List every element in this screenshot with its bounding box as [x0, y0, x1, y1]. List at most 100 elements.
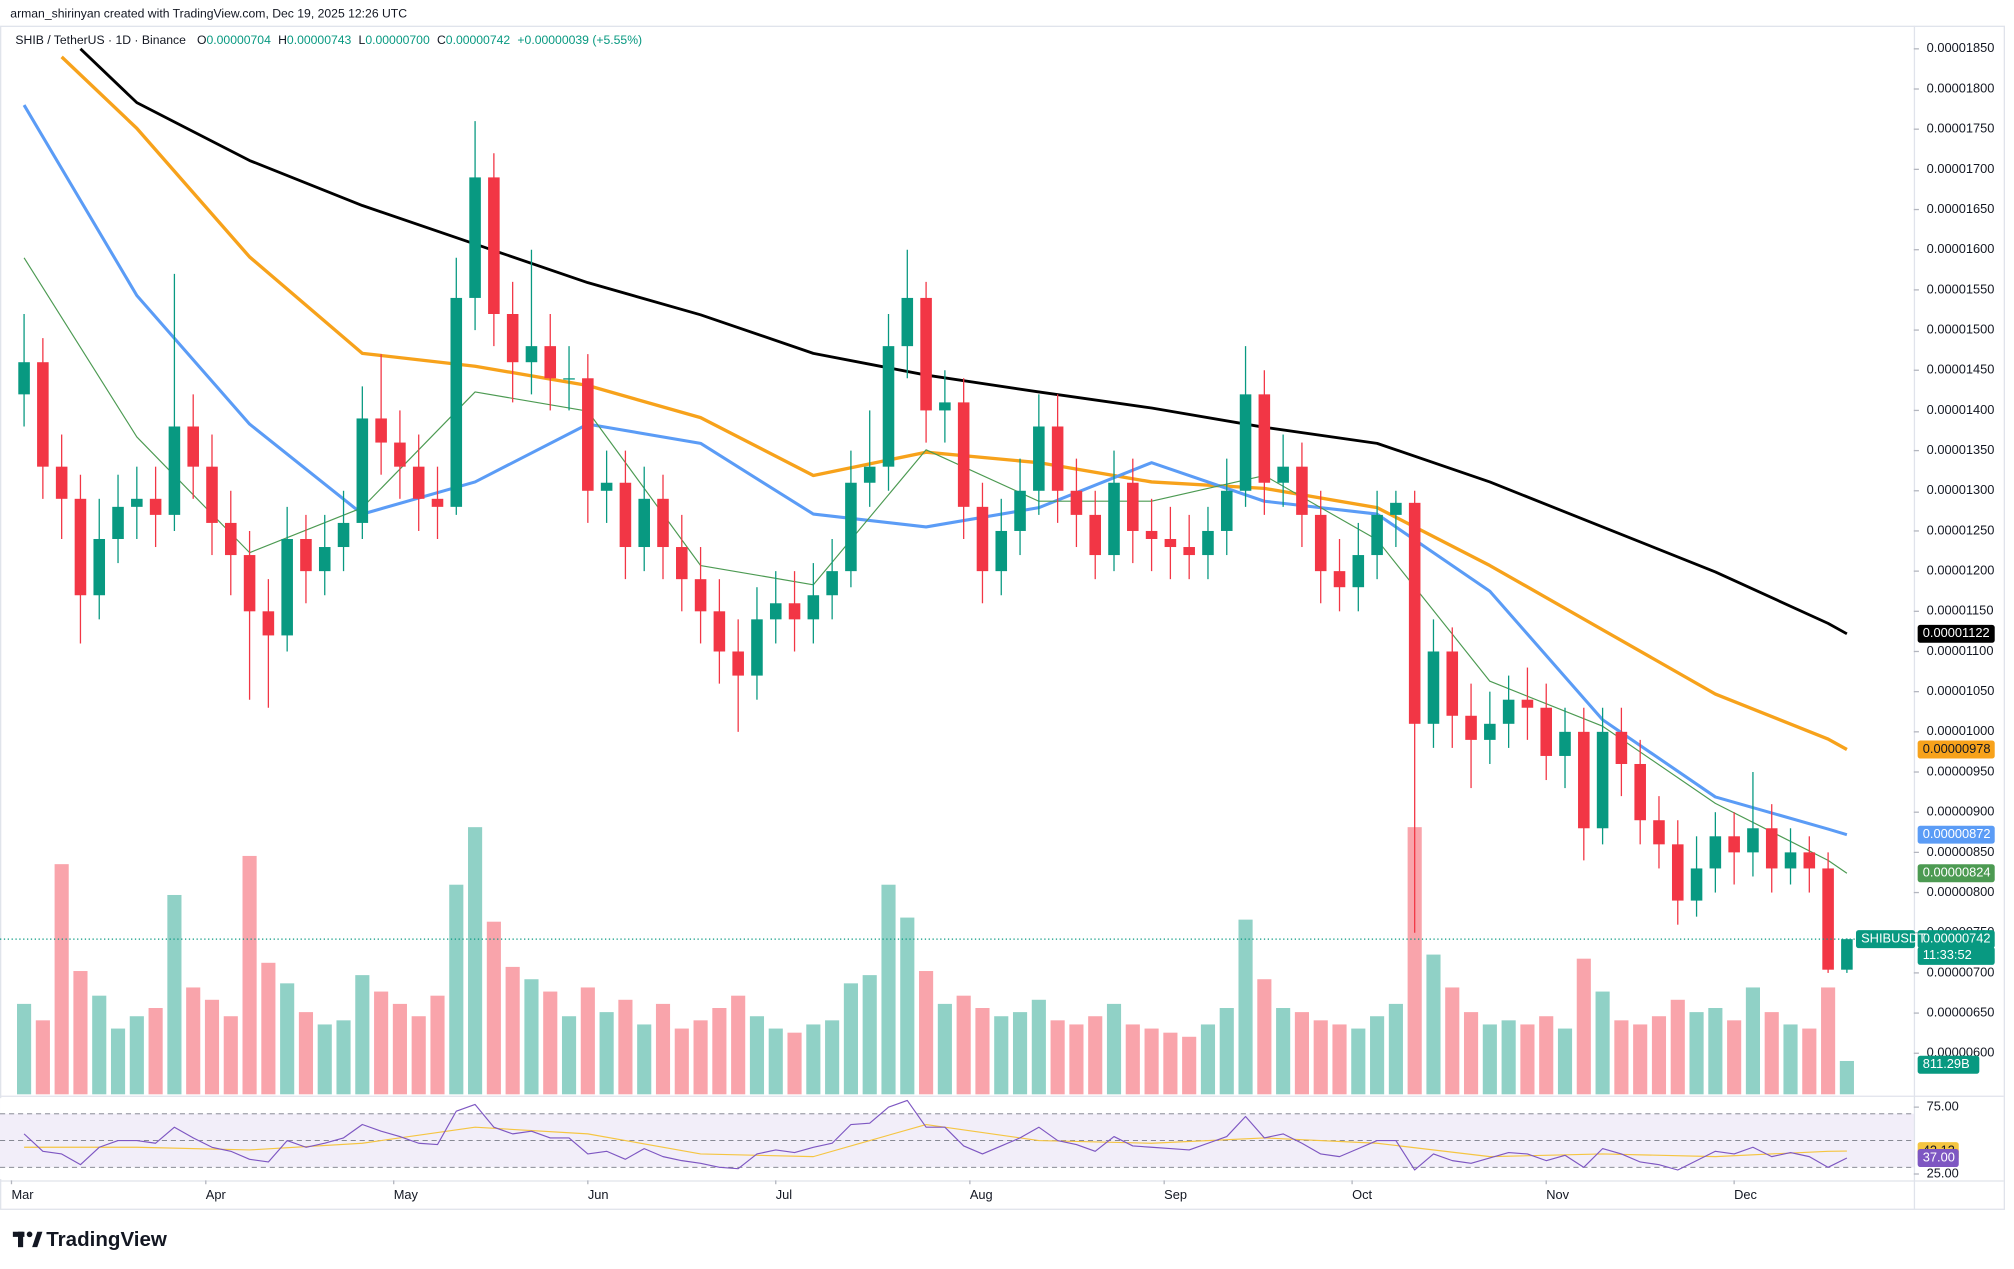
volume-bar: [843, 983, 858, 1095]
candle-body: [74, 498, 87, 596]
ohlc-prefix: C: [437, 33, 446, 47]
volume-bar: [486, 921, 501, 1095]
volume-bar: [92, 995, 107, 1095]
last-price-label: 0.00000742: [1923, 931, 1991, 946]
ohlc-value: 0.00000700: [365, 33, 430, 47]
candle-body: [1314, 514, 1327, 572]
candle-body: [544, 346, 557, 379]
volume-bar: [505, 966, 520, 1095]
candle-body: [131, 498, 143, 507]
attribution: arman_shirinyan created with TradingView…: [10, 6, 407, 20]
volume-bar: [1370, 1016, 1385, 1095]
volume-bar: [336, 1020, 351, 1095]
volume-bar: [1388, 1003, 1403, 1095]
logo-part: [26, 1231, 33, 1238]
candle-body: [1653, 820, 1665, 845]
volume-bar: [1182, 1036, 1197, 1095]
candle-body: [807, 595, 820, 620]
rsi-line: [23, 1099, 1848, 1171]
volume-bar: [186, 987, 201, 1095]
y-tick-label: 0.00001450: [1927, 362, 1995, 377]
x-tick-label: Mar: [11, 1187, 34, 1202]
last-price-label-box: [1917, 930, 1995, 949]
y-tick-label: 0.00001800: [1927, 80, 1995, 95]
volume-bar: [1163, 1032, 1178, 1095]
y-tick-label: 0.00001150: [1927, 603, 1994, 618]
candle-body: [1258, 394, 1271, 483]
volume-bar: [787, 1032, 802, 1095]
candle-body: [18, 362, 30, 395]
volume-bar: [1426, 954, 1441, 1095]
y-tick-label: 0.00001500: [1927, 321, 1995, 336]
candle-body: [168, 426, 181, 515]
volume-bar: [1576, 958, 1591, 1095]
volume-bar: [73, 971, 88, 1095]
candle-body: [318, 547, 331, 572]
y-tick-label: 0.00001850: [1927, 40, 1995, 55]
candle-body: [976, 506, 989, 572]
volume-bar: [468, 827, 483, 1095]
moving-average: [79, 47, 1848, 636]
y-tick-label: 0.00001400: [1927, 402, 1995, 417]
volume-bar: [749, 1016, 765, 1095]
candle-body: [1164, 538, 1177, 548]
candle-body: [657, 498, 669, 548]
candle-body: [939, 402, 951, 411]
candle-body: [694, 579, 707, 612]
candle-body: [863, 466, 876, 483]
rsi-label: 37.00: [1923, 1149, 1955, 1164]
volume-bar: [1651, 1016, 1667, 1095]
volume-bar: [54, 864, 69, 1095]
x-tick-label: Nov: [1546, 1187, 1569, 1202]
candle-body: [1183, 547, 1195, 556]
brand-logo: TradingView: [12, 1228, 168, 1251]
volume-bar: [618, 999, 633, 1095]
symbol-tag: SHIBUSDT: [1861, 931, 1926, 946]
volume-bar: [1257, 979, 1272, 1095]
ma-label-box: [1917, 740, 1995, 759]
volume-bar: [1482, 1024, 1497, 1095]
volume-bar: [1125, 1024, 1140, 1095]
volume-bar: [280, 983, 295, 1095]
y-tick-label: 0.00001250: [1927, 522, 1995, 537]
volume-bar: [1407, 827, 1422, 1095]
candle-body: [1277, 466, 1289, 483]
candle-body: [957, 402, 970, 507]
candle-body: [1559, 731, 1571, 756]
candle-body: [149, 498, 162, 515]
candle-body: [920, 297, 932, 411]
volume-bar: [430, 995, 445, 1095]
y-tick-label: 0.00001650: [1927, 201, 1995, 216]
volume-bar: [543, 991, 558, 1095]
volume-label-box: [1917, 1055, 1980, 1074]
y-tick-label: 0.00001000: [1927, 723, 1995, 738]
volume-bar: [17, 1003, 32, 1095]
volume-bar: [524, 979, 539, 1095]
logo-part: [18, 1231, 24, 1248]
volume-bar: [1557, 1028, 1573, 1095]
y-tick-label: 0.00000650: [1927, 1004, 1995, 1019]
volume-bar: [449, 884, 464, 1095]
volume-bar: [1219, 1008, 1234, 1095]
candle-body: [769, 603, 782, 620]
y-tick-label: 0.00001350: [1927, 442, 1995, 457]
volume-bar: [1708, 1008, 1723, 1095]
candle-body: [112, 506, 124, 539]
y-tick-label: 0.00000850: [1927, 844, 1995, 859]
candle-body: [1615, 731, 1628, 764]
volume-bar: [1012, 1012, 1028, 1095]
volume-bar: [731, 995, 746, 1095]
candle-body: [1465, 715, 1477, 740]
candle-body: [206, 466, 218, 523]
candle-body: [1784, 852, 1797, 869]
candle-body: [375, 418, 387, 443]
volume-bar: [1332, 1024, 1347, 1095]
candle-body: [619, 482, 632, 548]
candle-body: [1408, 502, 1421, 724]
volume-label: 811.29B: [1923, 1056, 1970, 1071]
volume-bar: [148, 1008, 163, 1095]
ma-label-box: [1917, 624, 1995, 643]
candle-body: [37, 362, 49, 467]
